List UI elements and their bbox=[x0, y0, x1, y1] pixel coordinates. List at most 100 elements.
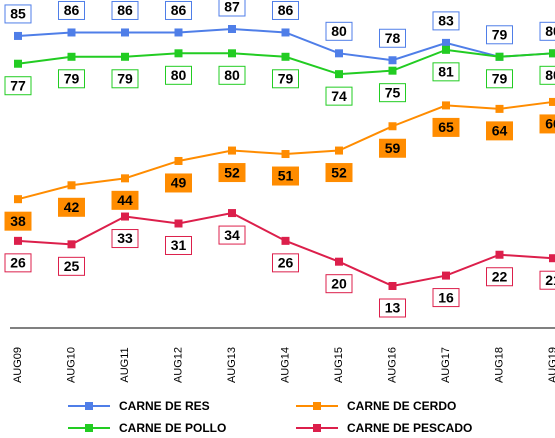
point bbox=[335, 146, 343, 155]
point bbox=[549, 254, 555, 263]
data-label: 25 bbox=[64, 258, 80, 274]
point bbox=[67, 28, 76, 37]
legend-marker bbox=[85, 424, 93, 432]
label-box bbox=[379, 28, 406, 48]
x-tick-label: AUG19 bbox=[547, 347, 555, 383]
legend-label: CARNE DE RES bbox=[119, 399, 210, 413]
data-label: 42 bbox=[64, 199, 80, 215]
point bbox=[442, 101, 450, 110]
label-box bbox=[165, 0, 192, 20]
x-tick-label: AUG12 bbox=[172, 347, 184, 383]
label-box bbox=[272, 0, 299, 20]
data-label: 79 bbox=[117, 70, 133, 86]
label-box bbox=[379, 83, 406, 103]
label-box bbox=[432, 62, 460, 82]
label-box bbox=[165, 65, 192, 85]
legend-marker bbox=[313, 402, 321, 410]
x-tick-label: AUG18 bbox=[493, 347, 505, 383]
label-box bbox=[4, 76, 32, 96]
point bbox=[121, 28, 129, 37]
label-box bbox=[379, 138, 406, 158]
label-box bbox=[539, 21, 555, 41]
data-label: 52 bbox=[331, 164, 347, 180]
point bbox=[549, 97, 555, 106]
point bbox=[388, 122, 397, 131]
point bbox=[174, 49, 183, 58]
legend-label: CARNE DE POLLO bbox=[119, 421, 226, 435]
data-label: 44 bbox=[117, 192, 133, 208]
data-label: 52 bbox=[224, 164, 240, 180]
data-label: 80 bbox=[545, 67, 555, 83]
data-label: 49 bbox=[171, 175, 187, 191]
label-box bbox=[58, 0, 85, 20]
point bbox=[335, 257, 343, 266]
data-label: 86 bbox=[64, 2, 80, 18]
data-label: 26 bbox=[10, 255, 26, 271]
data-label: 80 bbox=[545, 23, 555, 39]
point bbox=[228, 25, 236, 33]
label-box bbox=[58, 69, 85, 89]
data-label: 81 bbox=[438, 64, 454, 80]
data-label: 38 bbox=[10, 213, 26, 229]
data-label: 16 bbox=[438, 289, 454, 305]
label-box bbox=[539, 65, 555, 85]
data-label: 78 bbox=[385, 30, 401, 46]
point bbox=[388, 56, 397, 65]
data-label: 83 bbox=[438, 13, 454, 29]
data-label: 26 bbox=[278, 255, 294, 271]
data-label: 33 bbox=[117, 230, 133, 246]
data-label: 87 bbox=[224, 0, 240, 15]
point bbox=[442, 45, 450, 54]
point bbox=[495, 250, 504, 259]
data-label: 79 bbox=[492, 70, 508, 86]
series-line bbox=[17, 212, 554, 288]
label-box bbox=[218, 0, 246, 17]
point bbox=[549, 49, 555, 58]
data-label: 21 bbox=[545, 272, 555, 288]
label-box bbox=[486, 69, 513, 89]
point bbox=[495, 52, 504, 61]
label-box bbox=[218, 65, 246, 85]
label-box bbox=[111, 0, 139, 20]
label-box bbox=[58, 197, 85, 217]
point bbox=[281, 150, 290, 159]
point bbox=[121, 212, 129, 221]
point bbox=[67, 240, 76, 249]
data-label: 13 bbox=[385, 300, 401, 316]
point bbox=[335, 70, 343, 79]
label-box bbox=[4, 211, 32, 231]
point bbox=[121, 174, 129, 183]
x-tick-label: AUG10 bbox=[65, 347, 77, 383]
point bbox=[388, 282, 397, 290]
point bbox=[174, 28, 183, 37]
data-label: 75 bbox=[385, 84, 401, 100]
point bbox=[174, 219, 183, 228]
label-box bbox=[325, 86, 353, 106]
label-box bbox=[325, 21, 353, 41]
x-tick-label: AUG17 bbox=[440, 347, 452, 383]
data-label: 64 bbox=[492, 123, 508, 139]
data-label: 79 bbox=[492, 26, 508, 42]
data-label: 79 bbox=[64, 70, 80, 86]
point bbox=[442, 271, 450, 280]
legend-marker bbox=[85, 402, 93, 410]
point bbox=[495, 104, 504, 113]
label-box bbox=[486, 267, 513, 287]
label-box bbox=[218, 225, 246, 245]
data-label: 77 bbox=[10, 77, 26, 93]
legend-label: CARNE DE CERDO bbox=[347, 399, 456, 413]
label-box bbox=[4, 4, 32, 24]
x-tick-label: AUG09 bbox=[12, 347, 24, 383]
label-box bbox=[111, 69, 139, 89]
label-box bbox=[218, 163, 246, 183]
point bbox=[174, 156, 183, 165]
data-label: 20 bbox=[331, 275, 347, 291]
label-box bbox=[272, 69, 299, 89]
legend-marker bbox=[313, 424, 321, 432]
point bbox=[14, 31, 22, 40]
point bbox=[281, 52, 290, 61]
data-label: 59 bbox=[385, 140, 401, 156]
data-label: 74 bbox=[331, 88, 347, 104]
point bbox=[14, 59, 22, 68]
